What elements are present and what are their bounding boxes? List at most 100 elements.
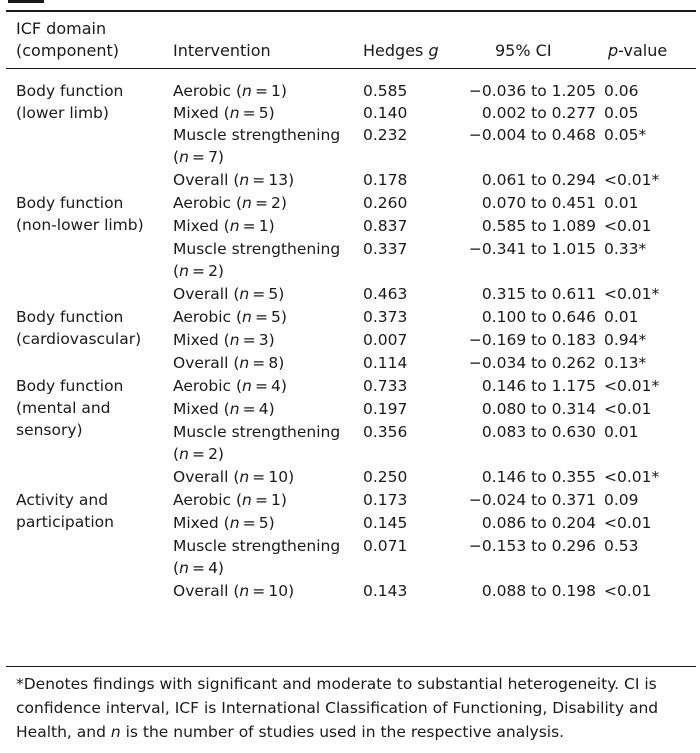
n-symbol: n bbox=[179, 559, 189, 577]
pvalue-cell: 0.05 bbox=[604, 104, 639, 122]
ci-cell: 0.100 to 0.646 bbox=[481, 308, 596, 326]
ci-cell: 0.083 to 0.630 bbox=[481, 423, 596, 441]
intervention-cell: Aerobic (n = 1) bbox=[173, 80, 287, 102]
intervention-cell: Overall (n = 8) bbox=[173, 352, 284, 374]
ci-cell: 0.585 to 1.089 bbox=[481, 217, 596, 235]
n-symbol: n bbox=[242, 82, 252, 100]
ci-cell: −0.036 to 1.205 bbox=[468, 82, 596, 100]
intervention-count: = 7) bbox=[188, 148, 224, 166]
n-symbol: n bbox=[239, 354, 250, 372]
pvalue-cell: 0.13* bbox=[604, 354, 647, 372]
domain-line: Body function bbox=[16, 308, 124, 326]
hedges-g-cell: 0.356 bbox=[363, 423, 408, 441]
hedges-g-cell: 0.733 bbox=[363, 377, 408, 395]
pvalue-cell: <0.01* bbox=[604, 377, 660, 395]
pvalue-cell: <0.01* bbox=[604, 468, 660, 486]
ci-cell: 0.080 to 0.314 bbox=[481, 400, 596, 418]
intervention-line2: (n = 7) bbox=[173, 146, 340, 168]
intervention-label: Mixed ( bbox=[173, 217, 230, 235]
domain-line: (mental and bbox=[16, 399, 111, 417]
n-symbol: n bbox=[242, 491, 252, 509]
intervention-count: = 1) bbox=[239, 217, 275, 235]
intervention-line1: Muscle strengthening bbox=[173, 126, 341, 144]
hedges-g-cell: 0.007 bbox=[363, 331, 408, 349]
ci-cell: 0.086 to 0.204 bbox=[481, 514, 596, 532]
domain-cell: Body function (mental and sensory) bbox=[16, 375, 123, 441]
intervention-label: Overall ( bbox=[173, 582, 240, 600]
pvalue-cell: <0.01* bbox=[604, 285, 660, 303]
n-symbol: n bbox=[229, 104, 240, 122]
ci-cell: 0.002 to 0.277 bbox=[481, 104, 596, 122]
intervention-label: Overall ( bbox=[173, 468, 240, 486]
hedges-g-cell: 0.250 bbox=[363, 468, 408, 486]
domain-cell: Body function (lower limb) bbox=[16, 80, 123, 124]
pvalue-cell: 0.01 bbox=[604, 194, 639, 212]
header-icf-domain-line2: (component) bbox=[16, 41, 119, 60]
intervention-cell: Mixed (n = 5) bbox=[173, 102, 275, 124]
intervention-count: = 4) bbox=[239, 400, 275, 418]
n-symbol: n bbox=[229, 514, 240, 532]
header-intervention: Intervention bbox=[173, 41, 271, 60]
domain-line: sensory) bbox=[16, 421, 83, 439]
domain-line: Body function bbox=[16, 194, 124, 212]
ci-cell: −0.024 to 0.371 bbox=[468, 491, 596, 509]
n-symbol: n bbox=[229, 400, 240, 418]
pvalue-cell: <0.01 bbox=[604, 400, 652, 418]
intervention-paren: ( bbox=[173, 559, 180, 577]
header-pvalue: p-value bbox=[608, 40, 667, 62]
intervention-count: = 4) bbox=[251, 377, 287, 395]
hedges-g-cell: 0.071 bbox=[363, 537, 408, 555]
intervention-cell: Muscle strengthening (n = 2) bbox=[173, 238, 340, 282]
hedges-g-cell: 0.260 bbox=[363, 194, 408, 212]
header-hedges-g: Hedges g bbox=[363, 40, 439, 62]
intervention-count: = 5) bbox=[249, 285, 285, 303]
intervention-label: Mixed ( bbox=[173, 400, 230, 418]
header-95ci: 95% CI bbox=[495, 41, 552, 60]
n-symbol: n bbox=[179, 262, 189, 280]
intervention-line2: (n = 2) bbox=[173, 443, 340, 465]
n-symbol: n bbox=[229, 217, 240, 235]
domain-line: (cardiovascular) bbox=[16, 330, 142, 348]
ci-cell: −0.004 to 0.468 bbox=[468, 126, 596, 144]
intervention-cell: Overall (n = 10) bbox=[173, 466, 294, 488]
footnote-text-2: is the number of studies used in the res… bbox=[120, 723, 565, 741]
intervention-label: Overall ( bbox=[173, 354, 240, 372]
intervention-label: Aerobic ( bbox=[173, 377, 243, 395]
pvalue-cell: <0.01* bbox=[604, 171, 660, 189]
intervention-count: = 10) bbox=[249, 582, 295, 600]
intervention-count: = 5) bbox=[239, 104, 275, 122]
hedges-g-cell: 0.145 bbox=[363, 514, 408, 532]
table-top-rule bbox=[6, 10, 696, 12]
footnote-n-symbol: n bbox=[110, 723, 121, 741]
hedges-g-cell: 0.373 bbox=[363, 308, 408, 326]
hedges-g-cell: 0.114 bbox=[363, 354, 408, 372]
intervention-count: = 10) bbox=[249, 468, 295, 486]
domain-line: participation bbox=[16, 513, 114, 531]
pvalue-cell: 0.53 bbox=[604, 537, 639, 555]
intervention-count: = 1) bbox=[251, 82, 287, 100]
intervention-count: = 4) bbox=[188, 559, 224, 577]
intervention-label: Aerobic ( bbox=[173, 308, 243, 326]
intervention-line1: Muscle strengthening bbox=[173, 423, 341, 441]
intervention-cell: Muscle strengthening (n = 7) bbox=[173, 124, 340, 168]
hedges-g-cell: 0.585 bbox=[363, 82, 408, 100]
intervention-line1: Muscle strengthening bbox=[173, 537, 341, 555]
hedges-g-cell: 0.178 bbox=[363, 171, 408, 189]
hedges-g-cell: 0.140 bbox=[363, 104, 408, 122]
intervention-cell: Aerobic (n = 2) bbox=[173, 192, 287, 214]
intervention-cell: Aerobic (n = 1) bbox=[173, 489, 287, 511]
intervention-cell: Mixed (n = 3) bbox=[173, 329, 275, 351]
header-hedges-symbol: g bbox=[428, 41, 439, 60]
header-icf-domain-line1: ICF domain bbox=[16, 19, 107, 38]
intervention-cell: Aerobic (n = 4) bbox=[173, 375, 287, 397]
intervention-line2: (n = 4) bbox=[173, 557, 340, 579]
hedges-g-cell: 0.197 bbox=[363, 400, 408, 418]
intervention-label: Aerobic ( bbox=[173, 491, 243, 509]
domain-line: Body function bbox=[16, 82, 124, 100]
n-symbol: n bbox=[179, 445, 189, 463]
intervention-cell: Mixed (n = 1) bbox=[173, 215, 275, 237]
n-symbol: n bbox=[242, 377, 252, 395]
intervention-label: Mixed ( bbox=[173, 514, 230, 532]
intervention-label: Overall ( bbox=[173, 285, 240, 303]
domain-cell: Body function (cardiovascular) bbox=[16, 306, 141, 350]
